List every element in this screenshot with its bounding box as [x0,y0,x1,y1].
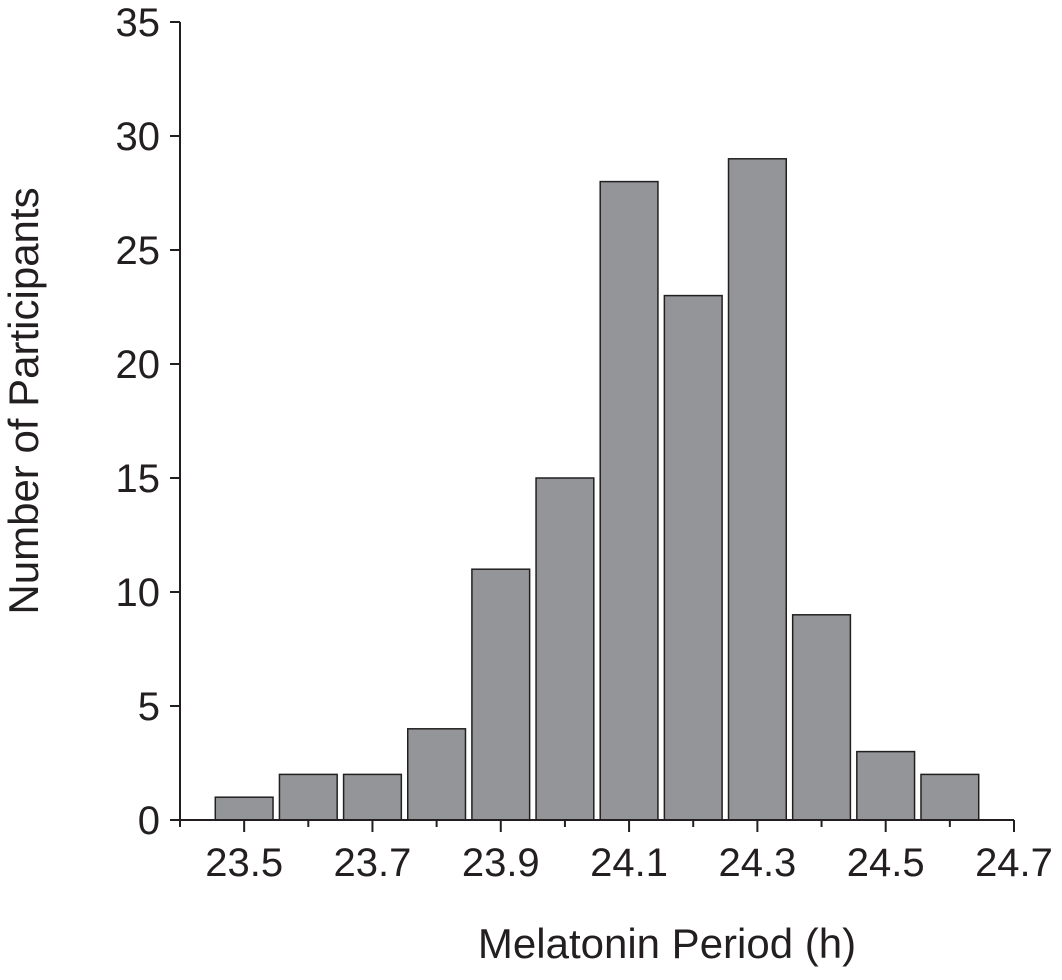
x-ticks-group: 23.5 23.7 23.9 24.1 24.3 24.5 24.7 [179,820,1053,885]
bar-23.5 [214,796,274,821]
bar-24.4 [791,614,852,821]
bar-23.7 [342,773,403,821]
x-tick-label: 24.5 [847,841,925,885]
y-tick-label: 30 [116,115,161,159]
bar-23.9 [471,568,531,821]
bar-24 [535,477,595,821]
x-tick-label: 23.5 [205,841,283,885]
bar-24.5 [856,750,916,821]
y-tick-label: 5 [138,685,160,729]
x-tick-label: 23.7 [334,841,412,885]
y-ticks-group: 0 5 10 15 20 25 30 35 [116,1,180,843]
y-tick-label: 15 [116,457,161,501]
bar-23.8 [406,728,467,821]
bars-group [214,158,980,821]
x-tick-label: 23.9 [462,841,540,885]
x-axis-title: Melatonin Period (h) [478,920,856,967]
x-tick-label: 24.7 [975,841,1053,885]
bar-24.3 [727,158,788,821]
y-tick-label: 35 [116,1,161,45]
bar-23.6 [278,773,338,821]
bar-24.1 [599,180,659,821]
y-axis-title: Number of Participants [0,187,47,614]
x-tick-label: 24.3 [718,841,796,885]
axes-group [179,22,1014,821]
bar-24.2 [663,294,723,821]
y-tick-label: 25 [116,229,161,273]
x-tick-label: 24.1 [590,841,668,885]
y-tick-label: 10 [116,571,161,615]
y-tick-label: 20 [116,343,161,387]
bar-24.6 [920,773,980,821]
y-tick-label: 0 [138,799,160,843]
